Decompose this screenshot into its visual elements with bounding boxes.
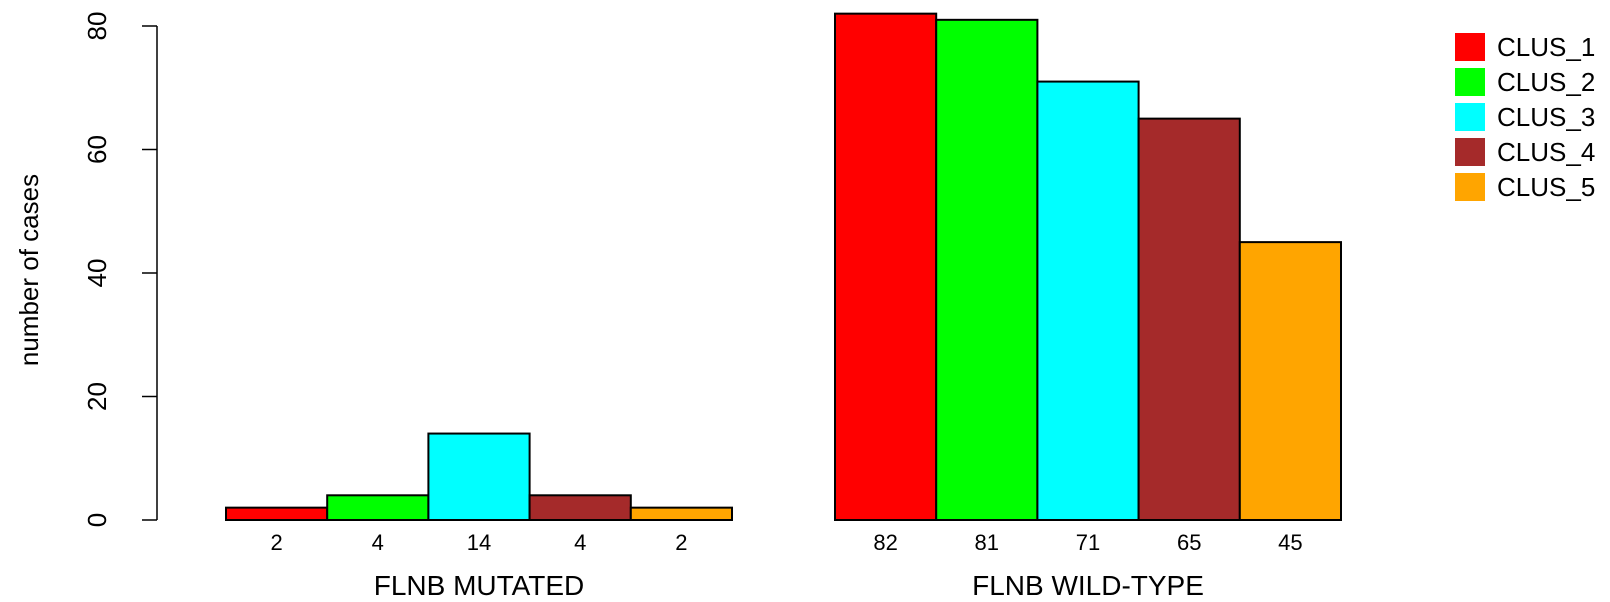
legend-label: CLUS_3 bbox=[1497, 102, 1595, 132]
bar-value-label: 4 bbox=[574, 530, 586, 555]
bar-value-label: 45 bbox=[1278, 530, 1302, 555]
legend-swatch bbox=[1455, 138, 1485, 166]
legend-swatch bbox=[1455, 68, 1485, 96]
legend-label: CLUS_4 bbox=[1497, 137, 1595, 167]
y-axis-label: number of cases bbox=[14, 174, 44, 366]
bar bbox=[1036, 80, 1140, 521]
group-label: FLNB MUTATED bbox=[374, 570, 585, 601]
legend-label: CLUS_1 bbox=[1497, 32, 1595, 62]
bar-value-label: 81 bbox=[975, 530, 999, 555]
group-label: FLNB WILD-TYPE bbox=[972, 570, 1204, 601]
legend-label: CLUS_5 bbox=[1497, 172, 1595, 202]
legend-label: CLUS_2 bbox=[1497, 67, 1595, 97]
y-tick-label: 20 bbox=[82, 382, 112, 411]
legend-swatch bbox=[1455, 33, 1485, 61]
y-axis: 0 20 40 60 80 bbox=[82, 12, 158, 527]
bar bbox=[1238, 241, 1343, 521]
y-tick-label: 0 bbox=[82, 513, 112, 527]
bar-value-label: 4 bbox=[372, 530, 384, 555]
bar bbox=[629, 506, 733, 521]
legend: CLUS_1 CLUS_2 CLUS_3 CLUS_4 CLUS_5 bbox=[1455, 32, 1595, 202]
bar-value-label: 65 bbox=[1177, 530, 1201, 555]
bar bbox=[935, 18, 1039, 521]
bar bbox=[1137, 117, 1241, 521]
y-tick-label: 40 bbox=[82, 259, 112, 288]
bar bbox=[528, 494, 632, 521]
bar bbox=[834, 12, 938, 522]
bar bbox=[427, 432, 531, 521]
legend-swatch bbox=[1455, 173, 1485, 201]
bar-value-label: 14 bbox=[467, 530, 491, 555]
bar-value-label: 82 bbox=[873, 530, 897, 555]
legend-swatch bbox=[1455, 103, 1485, 131]
bar-value-label: 71 bbox=[1076, 530, 1100, 555]
y-tick-label: 60 bbox=[82, 135, 112, 164]
bars: 2 4 14 4 2 82 81 71 65 45 bbox=[225, 12, 1343, 555]
bar-value-label: 2 bbox=[675, 530, 687, 555]
y-tick-label: 80 bbox=[82, 12, 112, 41]
group-labels: FLNB MUTATED FLNB WILD-TYPE bbox=[374, 570, 1204, 601]
bar bbox=[326, 494, 430, 521]
bar bbox=[225, 506, 329, 521]
bar-value-label: 2 bbox=[270, 530, 282, 555]
